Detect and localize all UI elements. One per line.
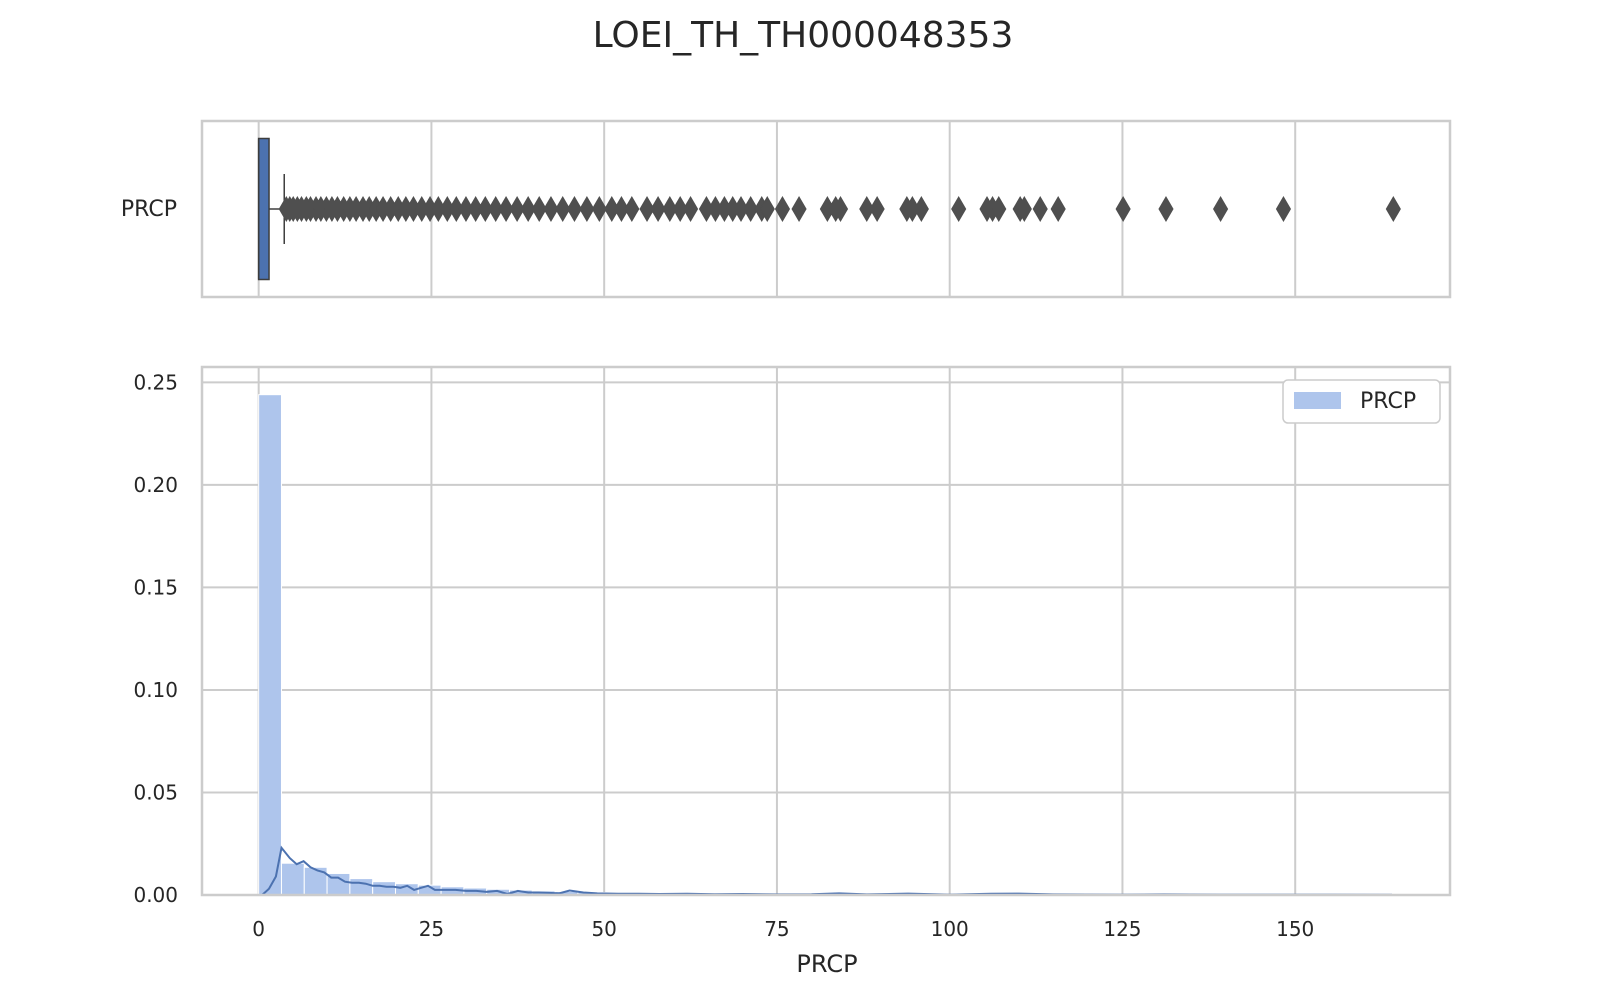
hist-frame <box>202 367 1450 895</box>
x-tick-label: 125 <box>1103 917 1141 941</box>
box-outlier <box>952 197 966 221</box>
x-tick-label: 150 <box>1276 917 1314 941</box>
box-iqr <box>259 139 269 280</box>
y-tick-label: 0.05 <box>133 780 178 804</box>
legend-entry: PRCP <box>1360 389 1416 414</box>
x-tick-label: 75 <box>764 917 789 941</box>
box-outlier <box>1051 197 1065 221</box>
box-outlier <box>684 197 698 221</box>
x-tick-label: 25 <box>419 917 444 941</box>
legend-swatch <box>1294 392 1341 409</box>
hist-bar <box>281 863 304 895</box>
y-tick-label: 0.25 <box>133 370 178 394</box>
box-panel <box>202 121 1450 297</box>
x-tick-label: 50 <box>591 917 616 941</box>
box-outlier <box>1276 197 1290 221</box>
hist-bar <box>350 879 373 895</box>
y-tick-label: 0.00 <box>133 883 178 907</box>
box-outlier <box>1033 197 1047 221</box>
hist-panel <box>202 367 1450 895</box>
legend: PRCP <box>1283 380 1440 423</box>
y-tick-label: 0.20 <box>133 473 178 497</box>
x-tick-label: 0 <box>252 917 265 941</box>
box-outlier <box>792 197 806 221</box>
box-category-label: PRCP <box>121 197 177 222</box>
chart-title: LOEI_TH_TH000048353 <box>593 15 1014 56</box>
box-outlier <box>625 197 639 221</box>
y-tick-label: 0.10 <box>133 678 178 702</box>
box-outlier <box>1159 197 1173 221</box>
box-outlier <box>1386 197 1400 221</box>
x-tick-label: 100 <box>931 917 969 941</box>
hist-bar <box>373 882 396 895</box>
y-tick-label: 0.15 <box>133 575 178 599</box>
hist-bar <box>259 395 282 895</box>
box-outlier <box>914 197 928 221</box>
x-axis-title: PRCP <box>796 950 857 978</box>
box-outlier <box>1214 197 1228 221</box>
box-outlier <box>1116 197 1130 221</box>
box-outlier <box>870 197 884 221</box>
